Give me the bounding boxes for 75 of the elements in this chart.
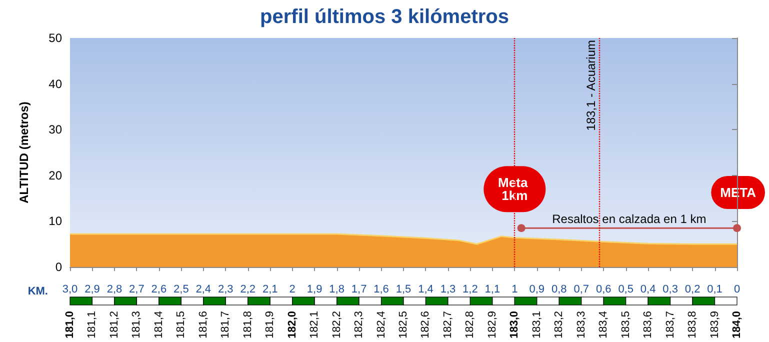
x-tick-label: 182,5 — [398, 311, 410, 339]
x-tick-label: 182,3 — [353, 311, 366, 339]
x-tick-label: 184,0 — [731, 311, 743, 339]
x2-tick-label: 1,7 — [351, 284, 367, 296]
x2-tick-label: 1,3 — [440, 284, 456, 296]
x2-tick-label: 1,2 — [462, 284, 478, 296]
y-axis-title: ALTITUD (metros) — [17, 102, 31, 204]
x2-tick-label: 2,3 — [218, 284, 234, 296]
x-tick-label: 182,6 — [420, 311, 432, 339]
x2-tick-label: 1,6 — [374, 284, 389, 296]
x2-tick-label: 0,8 — [551, 284, 567, 296]
x2-tick-label: 2,4 — [196, 284, 212, 296]
x-tick-label: 183,5 — [620, 311, 632, 339]
x2-tick-label: 0,3 — [662, 284, 678, 296]
x-tick-label: 181,8 — [242, 311, 254, 339]
x-tick-label: 182,7 — [442, 311, 454, 339]
x-tick-label: 181,2 — [108, 311, 120, 339]
x-tick-label: 182,0 — [286, 311, 298, 339]
x2-tick-label: 1,1 — [484, 284, 500, 296]
x-tick-label: 183,8 — [686, 311, 699, 339]
x2-tick-label: 0,4 — [640, 284, 656, 296]
x-tick-label: 183,7 — [664, 311, 676, 339]
x-tick-label: 183,2 — [553, 311, 566, 339]
x2-tick-label: 3,0 — [62, 284, 78, 296]
x-tick-label: 183,1 — [530, 311, 543, 339]
x2-tick-label: 2,5 — [174, 284, 189, 296]
x2-tick-label: 2,8 — [106, 284, 122, 296]
x-tick-label: 182,1 — [308, 311, 321, 339]
x2-tick-label: 0,6 — [596, 284, 612, 296]
series-label: Resaltos en calzada en 1 km — [552, 212, 706, 226]
x-tick-label: 181,7 — [220, 311, 232, 339]
x2-tick-label: 0,5 — [618, 284, 634, 296]
x2-tick-label: 2,9 — [84, 284, 100, 296]
x2-tick-label: 0,1 — [707, 284, 722, 296]
y-tick-label: 10 — [48, 214, 62, 228]
x-tick-label: 182,8 — [464, 311, 476, 339]
x2-tick-label: 0,9 — [529, 284, 545, 296]
x2-tick-label: 2,2 — [240, 284, 256, 296]
x2-axis-title: KM. — [28, 286, 48, 298]
x2-tick-label: 1,8 — [329, 284, 344, 296]
x2-tick-label: 0,7 — [574, 284, 590, 296]
y-tick-label: 50 — [48, 31, 62, 45]
x2-tick-label: 1,5 — [396, 284, 412, 296]
x-tick-label: 182,4 — [375, 311, 388, 339]
annotation: META — [720, 185, 757, 200]
x-tick-label: 183,4 — [598, 311, 610, 339]
x-tick-label: 181,3 — [130, 311, 143, 339]
chart-title: perfil últimos 3 kilómetros — [260, 6, 509, 28]
y-tick-label: 30 — [48, 122, 62, 137]
x-tick-label: 181,1 — [86, 311, 98, 339]
x-tick-label: 181,5 — [175, 311, 188, 339]
x-tick-label: 183,3 — [575, 311, 588, 339]
y-tick-label: 20 — [48, 168, 62, 182]
x-tick-label: 182,9 — [486, 311, 498, 339]
x2-tick-label: 2,6 — [151, 284, 167, 296]
y-tick-label: 0 — [55, 260, 62, 274]
annotation: Meta 1km — [498, 175, 532, 204]
x2-tick-label: 2,7 — [129, 284, 144, 296]
x2-tick-label: 0 — [734, 284, 740, 296]
x2-tick-label: 2 — [289, 284, 296, 296]
ref-line-label: 183,1 - Acuarium — [584, 40, 598, 131]
x-tick-label: 181,6 — [197, 311, 210, 339]
x2-tick-label: 1 — [512, 284, 518, 296]
x-tick-label: 181,4 — [152, 311, 165, 339]
x2-tick-label: 1,9 — [306, 284, 322, 296]
x-tick-label: 183,0 — [508, 311, 521, 339]
y-tick-label: 40 — [48, 76, 62, 91]
x-tick-label: 183,9 — [708, 311, 721, 339]
x-tick-label: 183,6 — [642, 311, 654, 339]
x-tick-label: 181,0 — [64, 311, 76, 339]
x-tick-label: 181,9 — [264, 311, 276, 339]
x2-tick-label: 0,2 — [684, 284, 700, 296]
x2-tick-label: 1,4 — [418, 284, 434, 296]
x-tick-label: 182,2 — [330, 311, 343, 339]
x2-tick-label: 2,1 — [262, 284, 278, 296]
